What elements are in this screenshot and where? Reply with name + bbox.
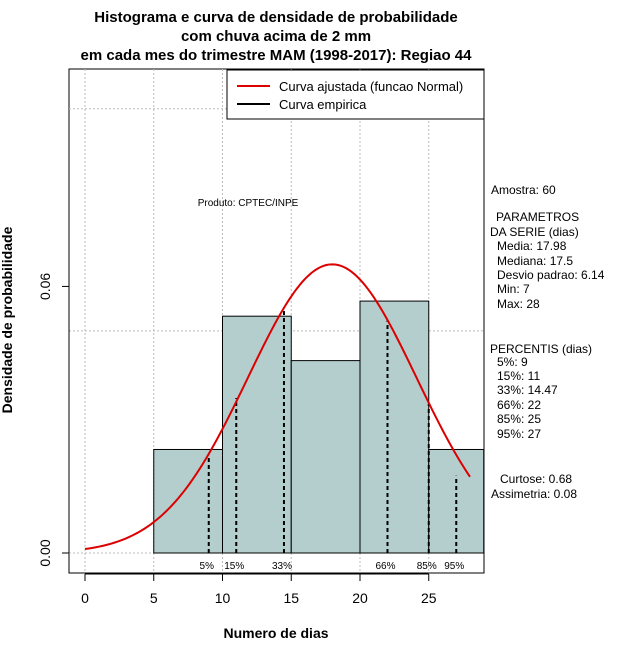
x-tick-label-4: 20: [352, 590, 368, 606]
y-axis-label: Densidade de probabilidade: [0, 226, 15, 413]
x-tick-label-1: 5: [150, 590, 158, 606]
y-tick-label-0: 0.00: [37, 539, 53, 566]
y-axis: 0.00 0.06: [37, 273, 70, 567]
percentile-label-4: 85%: [417, 561, 437, 572]
chart-title-line-3: em cada mes do trimestre MAM (1998-2017)…: [81, 47, 473, 64]
legend-label-empirical-curve: Curva empirica: [279, 97, 367, 112]
x-axis: 0 5 10 15 20 25: [81, 573, 437, 606]
stat-median: Mediana: 17.5: [497, 254, 573, 268]
stat-p85: 85%: 25: [497, 412, 541, 426]
stat-mean: Media: 17.98: [497, 239, 567, 253]
x-tick-label-5: 25: [421, 590, 437, 606]
stat-max: Max: 28: [497, 297, 540, 311]
percentile-label-5: 95%: [444, 561, 464, 572]
stat-p66: 66%: 22: [497, 398, 541, 412]
normal-curve: [84, 263, 471, 551]
x-axis-label: Numero de dias: [223, 625, 328, 641]
statistics-panel: Amostra: 60 PARAMETROS DA SERIE (dias) M…: [490, 183, 605, 501]
percentile-label-3: 66%: [375, 561, 395, 572]
percentile-label-2: 33%: [272, 561, 292, 572]
stat-percentiles-heading: PERCENTIS (dias): [490, 342, 592, 356]
normal-curve-line: [84, 263, 471, 551]
legend-label-fitted-curve: Curva ajustada (funcao Normal): [279, 79, 463, 94]
percentile-labels: 5% 15% 33% 66% 85% 95%: [200, 561, 465, 572]
stat-sample-size: Amostra: 60: [491, 183, 556, 197]
y-tick-label-1: 0.06: [37, 273, 53, 300]
stat-p15: 15%: 11: [497, 369, 540, 383]
stat-p33: 33%: 14.47: [497, 383, 558, 397]
percentile-label-0: 5%: [200, 561, 215, 572]
stat-kurtosis: Curtose: 0.68: [500, 472, 572, 486]
stat-p95: 95%: 27: [497, 427, 541, 441]
histogram-bar-1: [222, 315, 292, 554]
stat-params-heading: PARAMETROS: [496, 210, 579, 224]
histogram-bar-0: [153, 448, 223, 554]
histogram-bar-3: [359, 300, 430, 554]
chart-title-line-2: com chuva acima de 2 mm: [181, 28, 371, 45]
legend: Curva ajustada (funcao Normal) Curva emp…: [226, 69, 485, 120]
x-tick-label-2: 10: [215, 590, 231, 606]
stat-skewness: Assimetria: 0.08: [491, 487, 577, 501]
stat-params-subheading: DA SERIE (dias): [490, 225, 579, 239]
x-tick-label-3: 15: [283, 590, 299, 606]
percentile-lines: [207, 307, 458, 553]
x-tick-label-0: 0: [81, 590, 89, 606]
percentile-label-1: 15%: [224, 561, 244, 572]
product-annotation: Produto: CPTEC/INPE: [198, 198, 299, 209]
legend-box: [226, 69, 485, 120]
histogram-bar-2: [290, 360, 361, 554]
histogram-bars: [153, 300, 485, 554]
stat-std-dev: Desvio padrao: 6.14: [497, 268, 605, 282]
stat-p5: 5%: 9: [497, 355, 528, 369]
stat-min: Min: 7: [497, 282, 530, 296]
chart-title-line-1: Histograma e curva de densidade de proba…: [94, 9, 457, 26]
